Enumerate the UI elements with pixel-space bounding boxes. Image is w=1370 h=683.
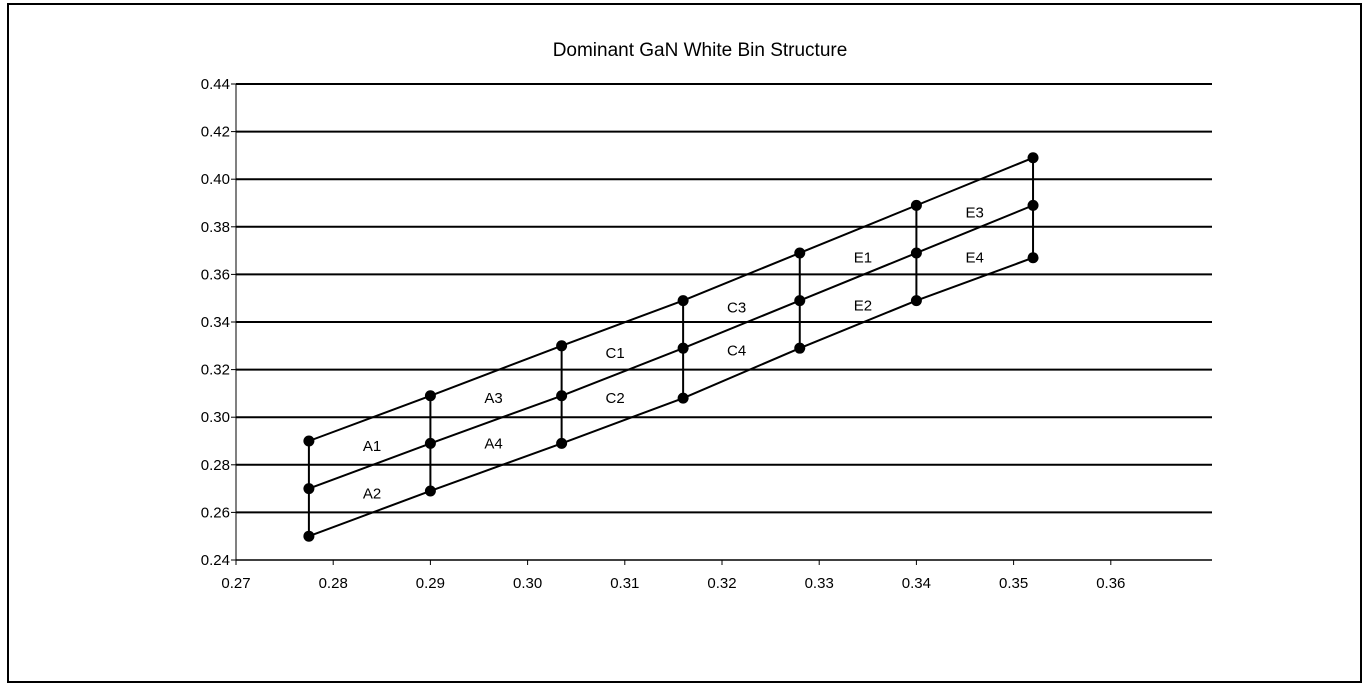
data-point <box>424 390 436 402</box>
x-tick-label: 0.33 <box>805 575 834 592</box>
data-point <box>677 342 689 354</box>
data-point <box>910 247 922 259</box>
x-tick-label: 0.32 <box>707 575 736 592</box>
y-tick-label: 0.44 <box>201 76 230 93</box>
bin-labels: A1 A2 A3 A4 C1 C2 C3 C4 E1 E2 E3 E4 <box>363 205 984 503</box>
data-point <box>556 437 568 449</box>
data-point <box>910 199 922 211</box>
bin-label: E1 <box>854 250 872 267</box>
bin-label: A3 <box>484 390 502 407</box>
chart-title: Dominant GaN White Bin Structure <box>553 40 848 61</box>
bin-label: E2 <box>854 297 872 314</box>
bin-label: C1 <box>605 345 624 362</box>
x-tick-label: 0.27 <box>221 575 250 592</box>
x-tick-label: 0.29 <box>416 575 445 592</box>
y-tick-label: 0.36 <box>201 266 230 283</box>
series-line <box>308 156 1034 442</box>
data-point <box>1027 199 1039 211</box>
data-point <box>303 530 315 542</box>
data-points <box>303 152 1039 542</box>
y-tick-label: 0.42 <box>201 124 230 141</box>
bin-label: A4 <box>484 435 502 452</box>
bin-label: C3 <box>727 300 746 317</box>
data-point <box>1027 252 1039 264</box>
x-tick-label: 0.28 <box>319 575 348 592</box>
data-point <box>303 483 315 495</box>
series-line <box>308 204 1034 490</box>
y-tick-label: 0.32 <box>201 362 230 379</box>
bin-lines <box>308 156 1034 538</box>
data-point <box>677 295 689 307</box>
data-point <box>1027 152 1039 164</box>
series-line <box>308 256 1034 538</box>
x-tick-label: 0.30 <box>513 575 542 592</box>
axes <box>231 83 1212 565</box>
bin-label: E3 <box>966 205 984 222</box>
y-tick-label: 0.30 <box>201 409 230 426</box>
bin-label: C2 <box>605 390 624 407</box>
bin-label: E4 <box>966 250 984 267</box>
data-point <box>424 437 436 449</box>
tick-labels: 0.24 0.26 0.28 0.30 0.32 0.34 0.36 0.38 0.40 0.42… <box>201 76 1126 592</box>
data-point <box>424 485 436 497</box>
bin-boundaries <box>307 157 1035 537</box>
bin-label: C4 <box>727 343 746 360</box>
data-point <box>556 390 568 402</box>
data-point <box>556 340 568 352</box>
chart-canvas: Dominant GaN White Bin Structure 0.240.2… <box>201 40 1212 592</box>
x-tick-label: 0.34 <box>902 575 931 592</box>
y-tick-label: 0.34 <box>201 314 230 331</box>
data-point <box>677 392 689 404</box>
data-point <box>910 295 922 307</box>
bin-label: A1 <box>363 438 381 455</box>
grid-lines <box>236 83 1212 514</box>
data-point <box>794 342 806 354</box>
bin-label: A2 <box>363 485 381 502</box>
y-tick-label: 0.28 <box>201 457 230 474</box>
data-point <box>794 247 806 259</box>
x-tick-label: 0.35 <box>999 575 1028 592</box>
data-point <box>303 435 315 447</box>
y-tick-label: 0.38 <box>201 219 230 236</box>
y-tick-label: 0.24 <box>201 552 230 569</box>
y-tick-label: 0.26 <box>201 504 230 521</box>
x-tick-label: 0.36 <box>1096 575 1125 592</box>
y-tick-label: 0.40 <box>201 171 230 188</box>
data-point <box>794 295 806 307</box>
x-tick-label: 0.31 <box>610 575 639 592</box>
